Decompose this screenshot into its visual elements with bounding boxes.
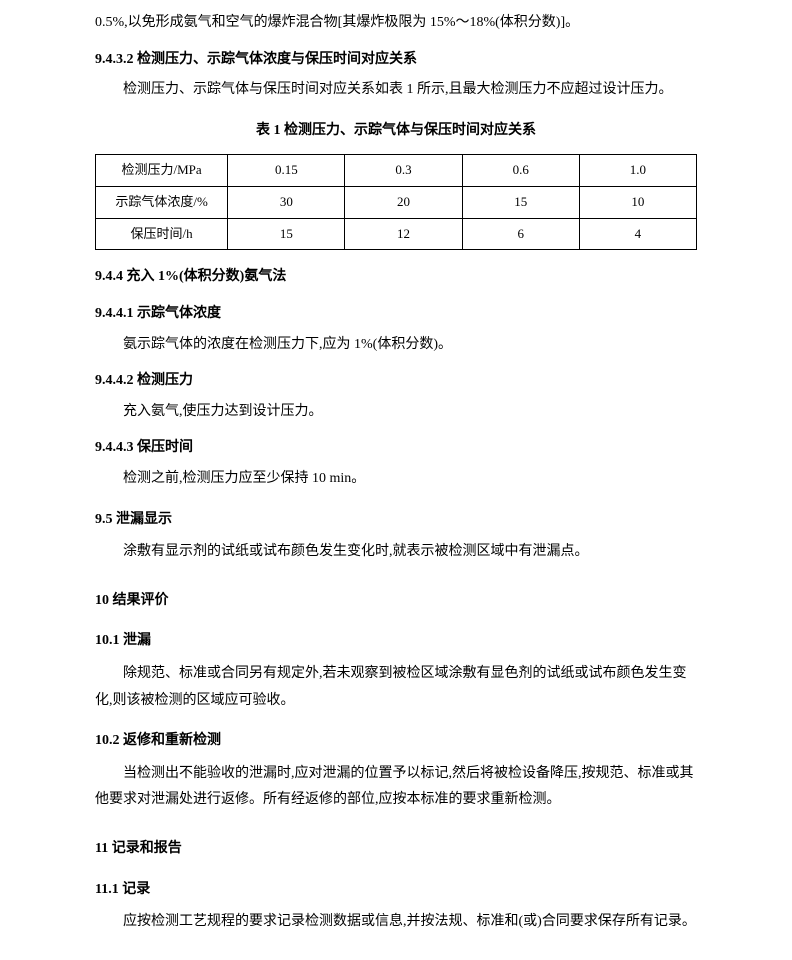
heading-9-4-4: 9.4.4 充入 1%(体积分数)氨气法 (95, 264, 697, 291)
heading-11: 11 记录和报告 (95, 836, 697, 863)
table-cell: 10 (579, 187, 696, 219)
table-cell-label: 检测压力/MPa (96, 155, 228, 187)
para-9-5: 涂敷有显示剂的试纸或试布颜色发生变化时,就表示被检测区域中有泄漏点。 (95, 539, 697, 566)
table-cell: 6 (462, 218, 579, 250)
para-9-4-4-1: 氨示踪气体的浓度在检测压力下,应为 1%(体积分数)。 (95, 332, 697, 359)
heading-10-1: 10.1 泄漏 (95, 628, 697, 655)
table-cell: 15 (228, 218, 345, 250)
heading-10-2: 10.2 返修和重新检测 (95, 728, 697, 755)
heading-9-4-4-3: 9.4.4.3 保压时间 (95, 435, 697, 462)
table-cell: 30 (228, 187, 345, 219)
para-9-4-4-3: 检测之前,检测压力应至少保持 10 min。 (95, 466, 697, 493)
para-11-1: 应按检测工艺规程的要求记录检测数据或信息,并按法规、标准和(或)合同要求保存所有… (95, 909, 697, 936)
heading-9-5: 9.5 泄漏显示 (95, 507, 697, 534)
heading-9-4-4-1: 9.4.4.1 示踪气体浓度 (95, 301, 697, 328)
para-9-4-3-2: 检测压力、示踪气体与保压时间对应关系如表 1 所示,且最大检测压力不应超过设计压… (95, 77, 697, 104)
table-cell: 12 (345, 218, 462, 250)
heading-9-4-4-2: 9.4.4.2 检测压力 (95, 368, 697, 395)
para-10-2: 当检测出不能验收的泄漏时,应对泄漏的位置予以标记,然后将被检设备降压,按规范、标… (95, 761, 697, 814)
table-cell: 0.3 (345, 155, 462, 187)
heading-10: 10 结果评价 (95, 588, 697, 615)
table-cell: 20 (345, 187, 462, 219)
heading-11-1: 11.1 记录 (95, 877, 697, 904)
table-cell-label: 保压时间/h (96, 218, 228, 250)
table-row: 示踪气体浓度/% 30 20 15 10 (96, 187, 697, 219)
para-10-1: 除规范、标准或合同另有规定外,若未观察到被检区域涂敷有显色剂的试纸或试布颜色发生… (95, 661, 697, 714)
table-cell: 0.15 (228, 155, 345, 187)
table-cell-label: 示踪气体浓度/% (96, 187, 228, 219)
table-row: 保压时间/h 15 12 6 4 (96, 218, 697, 250)
table1: 检测压力/MPa 0.15 0.3 0.6 1.0 示踪气体浓度/% 30 20… (95, 154, 697, 250)
table-row: 检测压力/MPa 0.15 0.3 0.6 1.0 (96, 155, 697, 187)
table-cell: 1.0 (579, 155, 696, 187)
table-cell: 15 (462, 187, 579, 219)
table-cell: 0.6 (462, 155, 579, 187)
table1-caption: 表 1 检测压力、示踪气体与保压时间对应关系 (95, 118, 697, 145)
heading-9-4-3-2: 9.4.3.2 检测压力、示踪气体浓度与保压时间对应关系 (95, 47, 697, 74)
para-9-4-4-2: 充入氨气,使压力达到设计压力。 (95, 399, 697, 426)
intro-line: 0.5%,以免形成氨气和空气的爆炸混合物[其爆炸极限为 15%～18%(体积分数… (95, 10, 697, 37)
table-cell: 4 (579, 218, 696, 250)
